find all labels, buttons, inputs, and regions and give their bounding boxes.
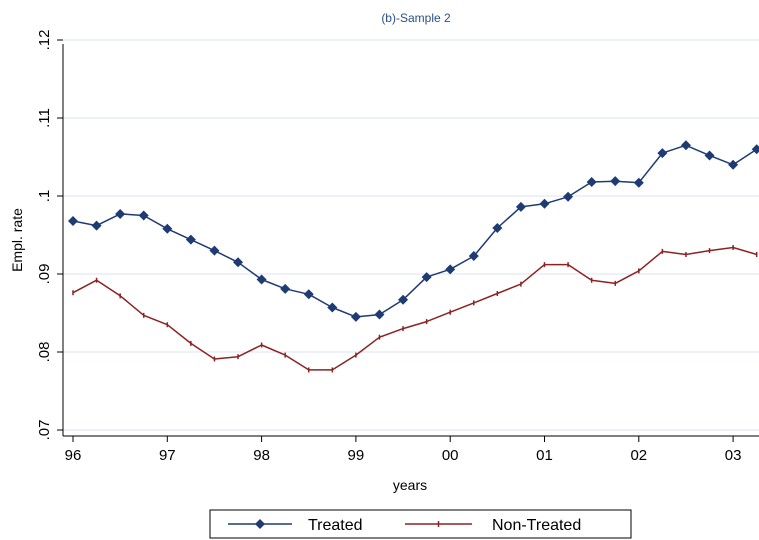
series-non-treated [72,244,758,373]
y-axis-title: Empl. rate [9,208,25,272]
y-tick-label: .07 [36,420,53,441]
data-point-treated [233,257,244,268]
data-point-treated [303,289,314,300]
legend-non-treated-label: Non-Treated [492,517,581,534]
data-point-treated [185,234,196,245]
data-point-treated [421,272,432,283]
data-point-treated [280,283,291,294]
data-point-treated [633,177,644,188]
data-point-treated [209,245,220,256]
data-point-treated [751,144,759,155]
legend: Treated Non-Treated [209,509,632,539]
data-point-treated [68,215,78,226]
x-tick-label: 98 [253,447,270,464]
data-point-treated [256,274,267,285]
data-point-treated [398,294,409,305]
legend-treated-marker [255,519,265,529]
data-point-treated [115,208,126,219]
series-treated [68,140,759,322]
y-tick-label: .12 [36,30,53,51]
data-point-treated [657,148,668,159]
y-tick-label: .11 [36,108,53,128]
data-point-treated [445,264,456,275]
data-point-treated [138,210,149,221]
y-tick-label: .09 [36,264,53,285]
data-point-treated [586,176,597,187]
plot-area-border [63,33,759,436]
x-axis-title: years [393,477,427,493]
series-line-non-treated [72,246,757,371]
gridlines [63,39,759,431]
y-axis-ticks: .07 .08 .09 .1 .11 .12 [36,30,63,441]
data-point-treated [539,198,550,209]
data-point-treated [162,223,173,234]
x-tick-label: 03 [725,447,742,464]
data-point-treated [350,311,361,322]
x-tick-label: 02 [630,447,647,464]
data-point-treated [610,176,621,187]
data-point-treated [515,201,526,212]
y-tick-label: .1 [36,190,53,203]
x-tick-label: 01 [536,447,553,464]
data-point-treated [563,191,574,202]
series [68,140,759,373]
data-point-treated [327,302,338,313]
x-tick-label: 97 [159,447,176,464]
chart-title: (b)-Sample 2 [381,11,451,25]
data-point-treated [492,222,503,233]
x-tick-label: 99 [348,447,365,464]
x-tick-label: 00 [442,447,459,464]
x-axis-ticks: 96 97 98 99 00 01 02 03 [65,436,742,464]
data-point-treated [374,309,385,320]
data-point-treated [728,159,739,170]
data-point-treated [704,150,715,161]
legend-treated-label: Treated [308,517,363,534]
axes [62,44,759,437]
data-point-treated [468,251,479,262]
x-tick-label: 96 [65,447,82,464]
series-line-treated [72,144,758,318]
data-point-treated [91,220,102,231]
data-point-treated [680,140,691,151]
y-tick-label: .08 [36,342,53,363]
